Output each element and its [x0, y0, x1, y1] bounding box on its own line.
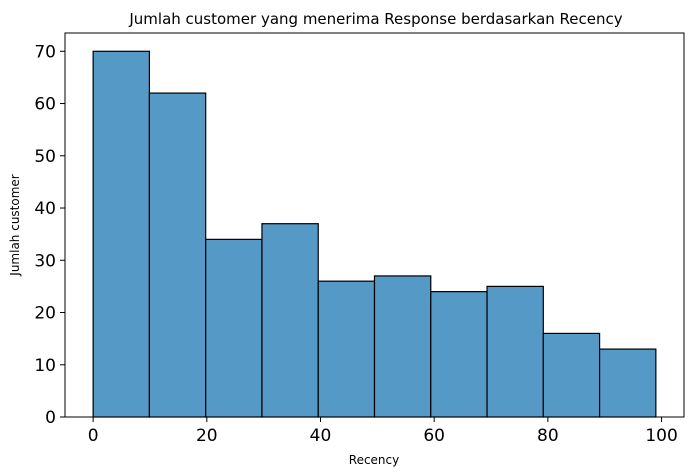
- y-tick-label-60: 60: [34, 95, 56, 115]
- x-tick-label-0: 0: [88, 426, 99, 446]
- y-tick-label-40: 40: [34, 199, 56, 219]
- x-tick-label-100: 100: [645, 426, 677, 446]
- x-tick-label-60: 60: [423, 426, 445, 446]
- plot-frame: [64, 32, 685, 418]
- histogram-bar-7: [486, 285, 544, 418]
- y-axis-label: Jumlah customer: [8, 174, 22, 277]
- x-axis-ticks: 0 20 40 60 80 100: [88, 417, 678, 446]
- x-axis-label: Recency: [349, 453, 399, 467]
- histogram-bar-2: [205, 238, 263, 418]
- y-axis-ticks: 0 10 20 30 40 50 60 70: [34, 42, 65, 428]
- chart-title: Jumlah customer yang menerima Response b…: [128, 10, 622, 28]
- y-tick-label-0: 0: [45, 408, 56, 428]
- histogram-bar-3: [261, 223, 319, 418]
- histogram-bar-9: [598, 348, 657, 418]
- bars-group: [92, 50, 657, 418]
- y-tick-label-30: 30: [34, 251, 56, 271]
- histogram-bar-5: [373, 275, 432, 418]
- histogram-bar-8: [542, 332, 601, 418]
- y-tick-label-20: 20: [34, 304, 56, 324]
- y-tick-label-10: 10: [34, 356, 56, 376]
- histogram-bar-0: [92, 50, 151, 418]
- histogram-bar-4: [317, 280, 376, 418]
- histogram-bar-6: [430, 291, 488, 418]
- x-tick-label-40: 40: [310, 426, 332, 446]
- y-tick-label-70: 70: [34, 42, 56, 62]
- x-tick-label-20: 20: [196, 426, 218, 446]
- x-tick-label-80: 80: [537, 426, 559, 446]
- y-tick-label-50: 50: [34, 147, 56, 167]
- histogram-bar-1: [148, 92, 207, 418]
